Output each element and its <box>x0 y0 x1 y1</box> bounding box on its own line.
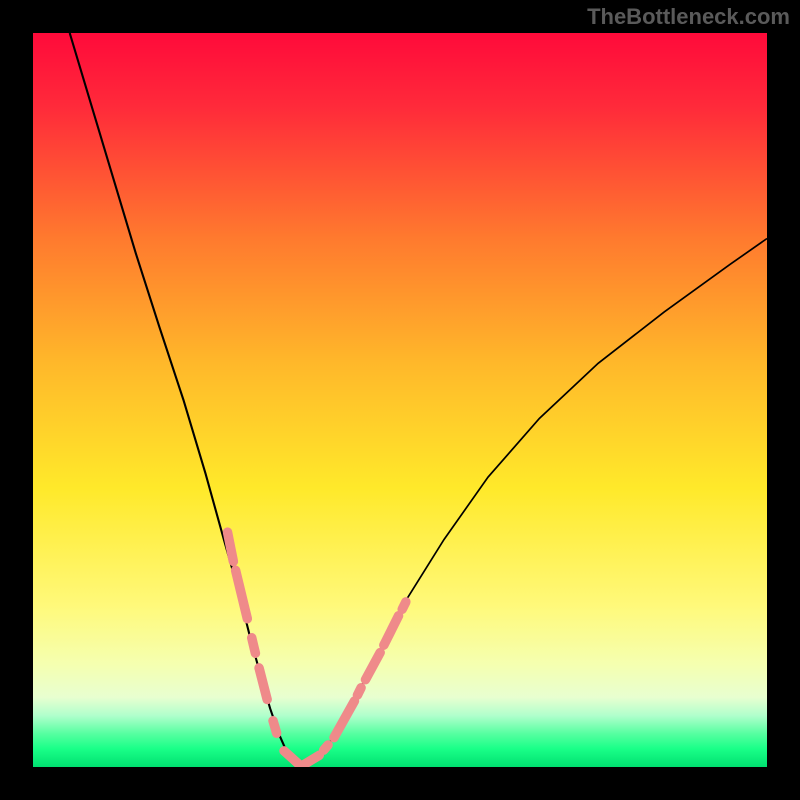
chart-plot-area <box>33 33 767 767</box>
highlighted-segment <box>252 638 256 653</box>
highlighted-segment <box>273 721 277 733</box>
chart-svg <box>33 33 767 767</box>
highlighted-segment <box>324 745 328 750</box>
highlighted-segment <box>402 602 406 609</box>
highlighted-segment <box>357 688 361 695</box>
chart-background-gradient <box>33 33 767 767</box>
highlighted-segment <box>228 532 234 561</box>
watermark-text: TheBottleneck.com <box>587 4 790 30</box>
